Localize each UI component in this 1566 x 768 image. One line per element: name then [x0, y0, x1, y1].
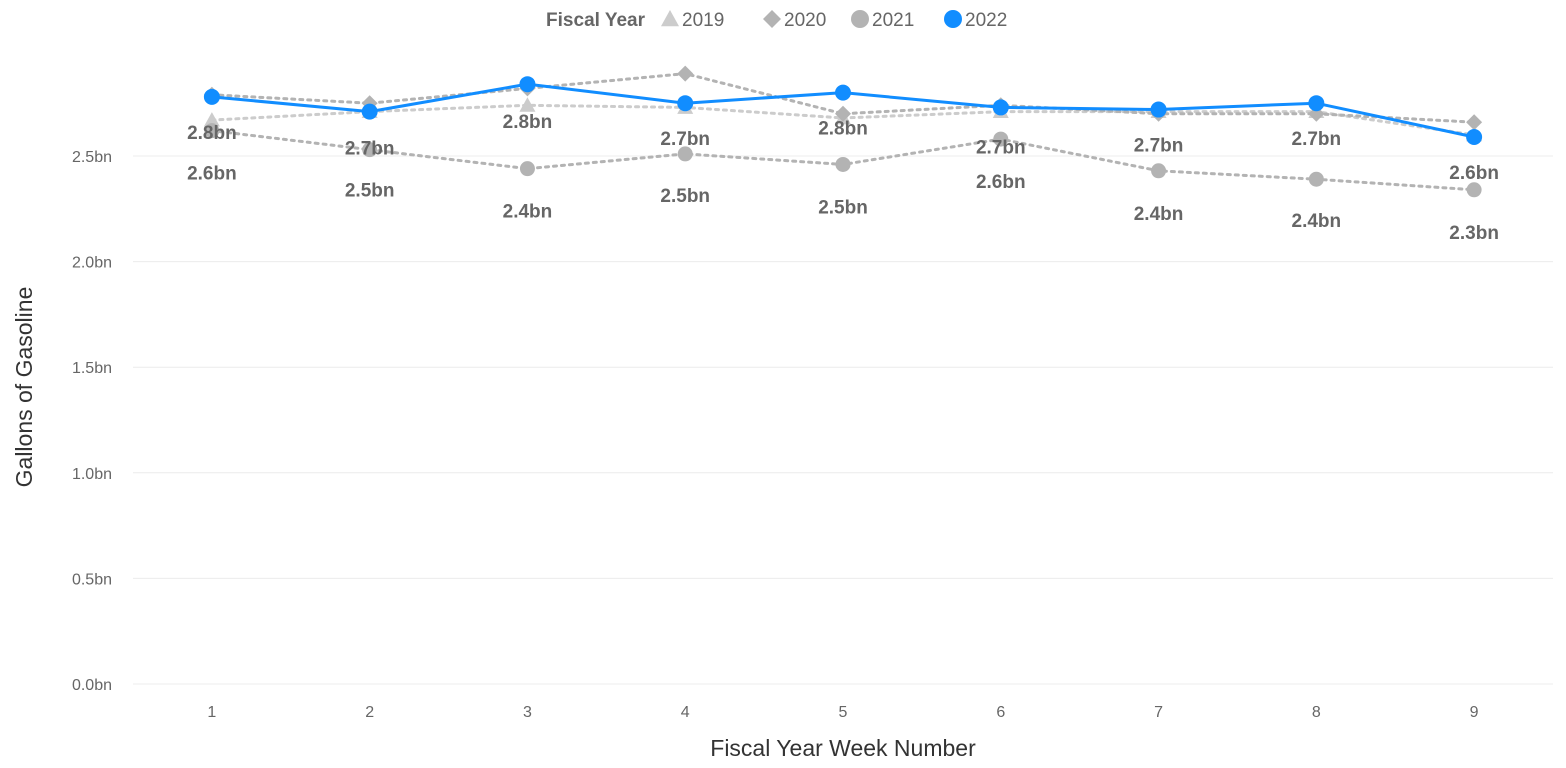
- gridlines: [133, 155, 1553, 685]
- data-point[interactable]: [203, 112, 220, 127]
- y-tick-label: 2.0bn: [72, 255, 112, 272]
- data-point[interactable]: [1150, 101, 1167, 118]
- x-tick-label: 8: [1312, 704, 1321, 721]
- legend-marker[interactable]: [944, 10, 962, 28]
- y-tick-label: 1.5bn: [72, 360, 112, 377]
- data-point[interactable]: [835, 84, 851, 101]
- data-point[interactable]: [677, 146, 693, 162]
- data-point[interactable]: [519, 97, 536, 112]
- data-point[interactable]: [361, 103, 378, 120]
- data-label-2022: 2.7bn: [345, 139, 395, 160]
- legend-marker[interactable]: [763, 10, 781, 28]
- data-point[interactable]: [1151, 163, 1167, 179]
- data-point[interactable]: [992, 99, 1009, 116]
- data-label-2021: 2.5bn: [818, 197, 868, 218]
- data-label-2022: 2.8bn: [187, 123, 237, 144]
- legend-item-2021[interactable]: 2021: [851, 10, 914, 31]
- data-label-2022: 2.8bn: [503, 112, 553, 133]
- legend-title: Fiscal Year: [546, 10, 646, 31]
- data-point[interactable]: [1308, 171, 1324, 187]
- legend-item-2022[interactable]: 2022: [944, 10, 1007, 31]
- data-point[interactable]: [204, 123, 220, 139]
- x-tick-label: 1: [207, 704, 216, 721]
- legend-label: 2020: [784, 10, 826, 31]
- data-label-2021: 2.4bn: [1134, 204, 1184, 225]
- series-lines: [203, 65, 1483, 198]
- data-label-2022: 2.6bn: [1449, 163, 1499, 184]
- x-tick-label: 7: [1154, 704, 1163, 721]
- data-point[interactable]: [835, 156, 851, 172]
- x-tick-label: 3: [523, 704, 532, 721]
- x-axis-title: Fiscal Year Week Number: [710, 735, 976, 761]
- data-point[interactable]: [519, 76, 536, 93]
- legend-item-2020[interactable]: 2020: [763, 10, 826, 31]
- legend-item-2019[interactable]: 2019: [661, 10, 724, 31]
- y-axis-title: Gallons of Gasoline: [11, 287, 37, 488]
- data-point[interactable]: [362, 142, 378, 158]
- data-label-2021: 2.6bn: [187, 164, 237, 185]
- x-tick-label: 5: [839, 704, 848, 721]
- data-point[interactable]: [677, 95, 694, 112]
- data-label-2022: 2.7bn: [1134, 136, 1184, 157]
- x-tick-label: 2: [365, 704, 374, 721]
- y-tick-label: 0.5bn: [72, 571, 112, 588]
- legend-label: 2021: [872, 10, 914, 31]
- x-tick-label: 9: [1470, 704, 1479, 721]
- data-point[interactable]: [677, 65, 694, 82]
- legend-label: 2019: [682, 10, 724, 31]
- data-label-2022: 2.8bn: [818, 119, 868, 140]
- series-line[interactable]: [210, 72, 1476, 124]
- data-point[interactable]: [993, 131, 1009, 147]
- legend-label: 2022: [965, 10, 1007, 31]
- data-point[interactable]: [1466, 128, 1483, 145]
- y-tick-label: 2.5bn: [72, 149, 112, 166]
- data-point[interactable]: [203, 88, 220, 105]
- data-point[interactable]: [1308, 95, 1325, 112]
- x-tick-label: 4: [681, 704, 690, 721]
- data-point[interactable]: [1466, 182, 1482, 198]
- x-tick-label: 6: [996, 704, 1005, 721]
- legend[interactable]: Fiscal Year 2019 2020 2021 2022: [546, 10, 1007, 31]
- data-label-2021: 2.4bn: [503, 202, 553, 223]
- data-point[interactable]: [1466, 114, 1483, 131]
- x-axis-ticks: 1 2 3 4 5 6 7 8 9: [207, 704, 1478, 721]
- data-label-2022: 2.7bn: [976, 137, 1026, 158]
- data-label-2022: 2.7bn: [1292, 129, 1342, 150]
- series-2022[interactable]: [203, 76, 1483, 145]
- series-2021[interactable]: [204, 123, 1482, 198]
- data-label-2021: 2.6bn: [976, 172, 1026, 193]
- legend-marker[interactable]: [851, 10, 869, 28]
- data-label-2021: 2.4bn: [1292, 211, 1342, 232]
- data-label-2021: 2.5bn: [345, 181, 395, 202]
- data-label-2022: 2.7bn: [660, 129, 710, 150]
- data-point[interactable]: [519, 161, 535, 177]
- y-axis-ticks: 0.0bn 0.5bn 1.0bn 1.5bn 2.0bn 2.5bn: [72, 149, 112, 694]
- legend-marker[interactable]: [661, 10, 679, 27]
- y-tick-label: 0.0bn: [72, 677, 112, 694]
- data-labels: 2.8bn 2.7bn 2.8bn 2.7bn 2.8bn 2.7bn 2.7bn 2.7bn…: [187, 112, 1499, 244]
- data-point[interactable]: [835, 105, 851, 122]
- data-label-2021: 2.3bn: [1449, 223, 1499, 244]
- y-tick-label: 1.0bn: [72, 466, 112, 483]
- data-label-2021: 2.5bn: [660, 186, 710, 207]
